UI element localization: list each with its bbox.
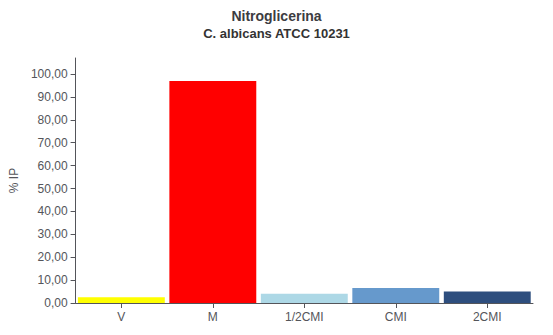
svg-text:M: M xyxy=(208,310,218,324)
svg-text:1/2CMI: 1/2CMI xyxy=(285,310,324,324)
svg-text:10,00: 10,00 xyxy=(38,273,68,287)
svg-text:90,00: 90,00 xyxy=(38,90,68,104)
svg-text:100,00: 100,00 xyxy=(31,67,68,81)
svg-text:30,00: 30,00 xyxy=(38,227,68,241)
svg-text:60,00: 60,00 xyxy=(38,159,68,173)
svg-text:70,00: 70,00 xyxy=(38,136,68,150)
svg-text:V: V xyxy=(117,310,125,324)
svg-text:40,00: 40,00 xyxy=(38,204,68,218)
svg-text:2CMI: 2CMI xyxy=(473,310,502,324)
svg-text:80,00: 80,00 xyxy=(38,113,68,127)
svg-text:0,00: 0,00 xyxy=(44,296,68,310)
svg-text:C. albicans ATCC 10231: C. albicans ATCC 10231 xyxy=(203,26,350,41)
svg-text:% IP: % IP xyxy=(7,168,21,193)
svg-text:50,00: 50,00 xyxy=(38,182,68,196)
svg-text:CMI: CMI xyxy=(385,310,407,324)
svg-text:Nitroglicerina: Nitroglicerina xyxy=(231,8,321,24)
svg-text:20,00: 20,00 xyxy=(38,250,68,264)
